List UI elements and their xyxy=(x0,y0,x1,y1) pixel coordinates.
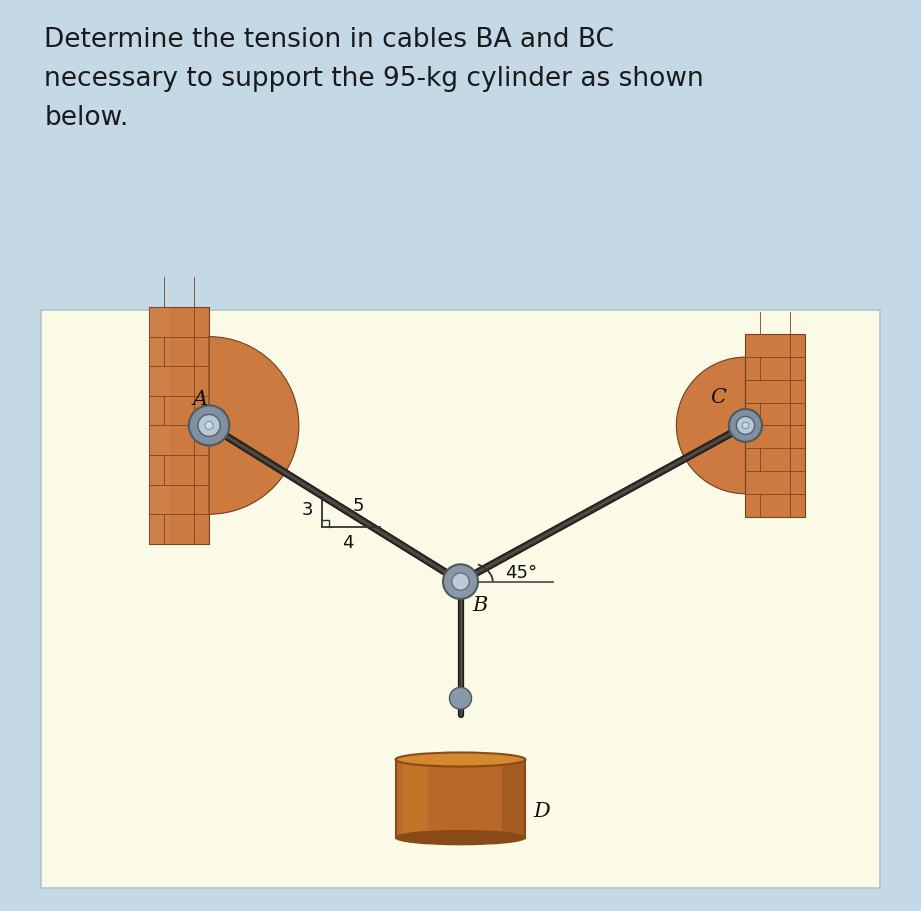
Text: A: A xyxy=(192,391,207,409)
Text: 5: 5 xyxy=(353,497,364,515)
Circle shape xyxy=(189,405,229,445)
Circle shape xyxy=(443,564,478,599)
Circle shape xyxy=(205,422,213,429)
Bar xyxy=(149,307,170,544)
Circle shape xyxy=(449,688,472,709)
Text: Determine the tension in cables BA and BC
necessary to support the 95-kg cylinde: Determine the tension in cables BA and B… xyxy=(44,27,704,131)
Circle shape xyxy=(742,422,749,429)
Bar xyxy=(149,307,209,544)
Wedge shape xyxy=(209,336,298,514)
FancyBboxPatch shape xyxy=(41,310,880,888)
Wedge shape xyxy=(676,357,745,494)
Circle shape xyxy=(729,409,762,442)
Bar xyxy=(502,760,526,837)
Bar xyxy=(402,760,428,837)
Bar xyxy=(745,334,805,517)
Ellipse shape xyxy=(395,831,526,844)
Circle shape xyxy=(451,573,469,590)
Circle shape xyxy=(736,416,754,435)
Text: B: B xyxy=(472,596,488,615)
Text: D: D xyxy=(533,802,550,821)
Circle shape xyxy=(198,415,220,436)
Text: 4: 4 xyxy=(343,534,354,552)
Ellipse shape xyxy=(395,752,526,766)
Bar xyxy=(395,760,526,837)
Text: 3: 3 xyxy=(302,501,313,519)
Text: C: C xyxy=(710,388,727,406)
Text: 45°: 45° xyxy=(505,564,537,582)
